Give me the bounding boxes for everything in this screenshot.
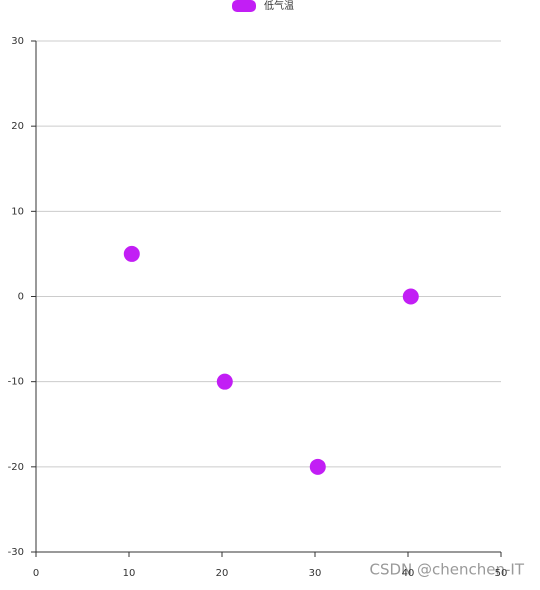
y-tick-label: 10 — [11, 206, 24, 217]
point — [216, 373, 233, 390]
y-tick-label: -10 — [8, 377, 24, 388]
point — [123, 245, 140, 262]
x-tick-label: 40 — [402, 568, 415, 579]
y-tick-label: 30 — [11, 36, 24, 47]
legend-label: 低气温 — [264, 0, 294, 12]
x-tick-label: 0 — [33, 568, 39, 579]
x-tick-label: 30 — [309, 568, 322, 579]
watermark: CSDN @chenchen-IT — [369, 561, 524, 579]
y-tick-label: -20 — [8, 462, 24, 473]
x-tick-label: 20 — [216, 568, 229, 579]
legend-swatch — [232, 0, 256, 12]
y-tick-label: -30 — [8, 547, 24, 558]
point — [402, 288, 419, 305]
x-tick-label: 50 — [495, 568, 508, 579]
x-tick-label: 10 — [123, 568, 136, 579]
y-tick-label: 20 — [11, 121, 24, 132]
y-tick-label: 0 — [18, 292, 24, 303]
point — [309, 458, 326, 475]
